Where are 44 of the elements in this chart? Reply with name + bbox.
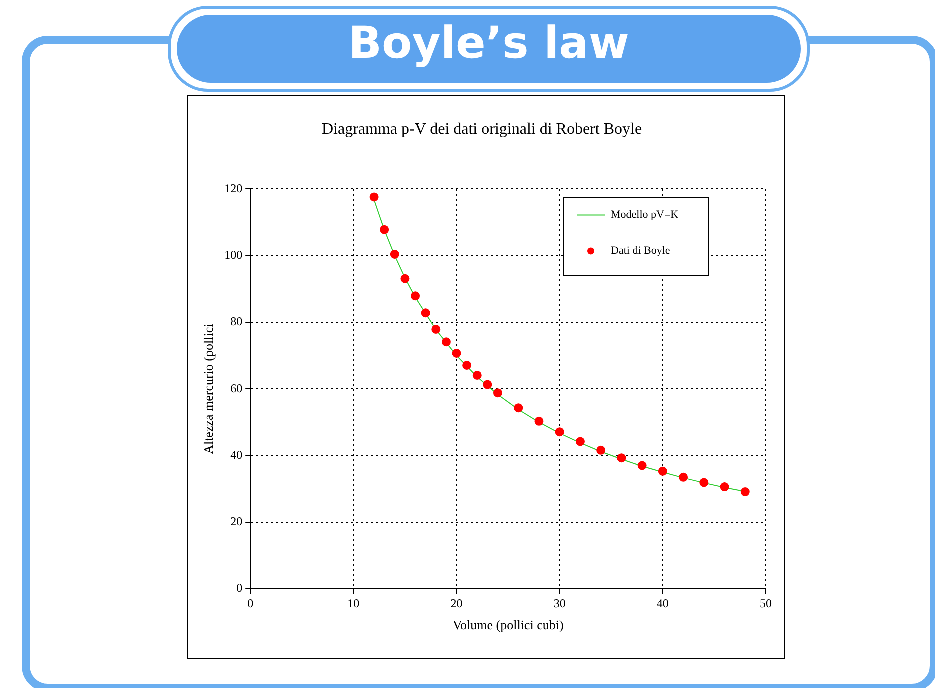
point xyxy=(472,370,482,380)
chart-title: Boyle’s law xyxy=(347,18,630,69)
point xyxy=(596,446,606,455)
point xyxy=(493,388,502,398)
y-axis-title: Altezza mercurio (pollici xyxy=(201,323,216,454)
legend-label: Dati di Boyle xyxy=(611,245,670,258)
x-tick-label: 50 xyxy=(760,596,772,610)
point xyxy=(740,488,750,497)
point xyxy=(576,437,585,446)
point xyxy=(411,292,420,301)
point xyxy=(400,274,410,284)
x-axis-title: Volume (pollici cubi) xyxy=(452,618,564,633)
point xyxy=(462,360,472,370)
point xyxy=(421,308,430,318)
point xyxy=(700,478,709,488)
point xyxy=(380,225,390,234)
point xyxy=(679,472,688,482)
x-tick-label: 20 xyxy=(450,596,463,610)
x-tick-label: 40 xyxy=(656,596,669,610)
point xyxy=(720,482,730,492)
point xyxy=(514,404,524,413)
point xyxy=(617,454,626,463)
point xyxy=(638,461,647,470)
legend-label: Modello pV=K xyxy=(611,209,679,222)
y-tick-label: 120 xyxy=(224,181,243,196)
chart-subtitle: Diagramma p-V dei dati originali di Robert Boyle xyxy=(322,120,642,138)
point xyxy=(432,324,441,334)
y-tick-label: 20 xyxy=(230,514,243,529)
point xyxy=(370,192,379,202)
y-tick-label: 60 xyxy=(230,381,243,396)
point xyxy=(658,466,668,476)
x-tick-label: 0 xyxy=(248,596,254,610)
point xyxy=(452,348,462,358)
point xyxy=(390,250,400,259)
point xyxy=(534,416,544,426)
x-tick-label: 30 xyxy=(554,596,566,610)
y-tick-label: 80 xyxy=(230,314,243,329)
point xyxy=(555,428,564,437)
point xyxy=(483,380,492,390)
x-tick-label: 10 xyxy=(348,596,360,610)
y-tick-label: 100 xyxy=(224,248,243,262)
point xyxy=(442,338,451,347)
y-tick-label: 0 xyxy=(236,581,243,596)
y-tick-label: 40 xyxy=(230,448,243,462)
